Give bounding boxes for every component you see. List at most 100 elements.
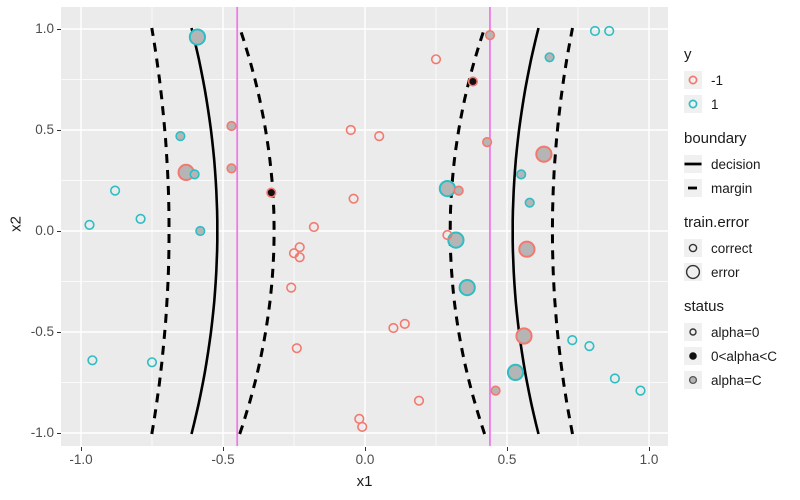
data-point — [430, 54, 442, 65]
legend-section-status: status alpha=0 0<alpha<C alpha=C — [684, 298, 777, 392]
data-point — [524, 197, 535, 208]
y-tick-mark — [57, 331, 61, 333]
margin-curve — [448, 27, 487, 435]
y-tick-mark — [57, 432, 61, 434]
data-point — [490, 385, 501, 396]
legend-key — [684, 263, 702, 281]
legend-label: alpha=0 — [711, 324, 760, 340]
ring-small-icon — [688, 243, 698, 253]
x-tick-mark — [506, 447, 508, 451]
data-point — [345, 124, 356, 136]
y-tick-mark — [57, 230, 61, 232]
y-tick-label: -0.5 — [30, 324, 54, 339]
y-tick-label: 0.0 — [35, 223, 54, 238]
data-point — [399, 318, 410, 330]
legend-item: alpha=C — [684, 368, 777, 392]
legend: y -1 1 boundary decision margin train.error cor… — [684, 46, 777, 392]
data-point — [294, 252, 305, 263]
legend-key — [684, 155, 702, 173]
legend-label: -1 — [711, 72, 724, 88]
data-point — [195, 225, 206, 237]
data-point — [467, 76, 479, 87]
legend-label: correct — [711, 240, 753, 256]
dot-open-icon — [689, 328, 697, 336]
x-tick-label: 1.0 — [639, 452, 659, 467]
y-tick-label: -1.0 — [30, 425, 54, 440]
legend-section-boundary: boundary decision margin — [684, 130, 777, 200]
margin-curve — [550, 27, 574, 435]
x-tick-label: 0.0 — [355, 452, 375, 467]
legend-label: decision — [711, 156, 761, 172]
x-tick-mark — [648, 447, 650, 451]
data-point — [609, 373, 621, 384]
data-point — [438, 180, 456, 198]
data-point — [308, 221, 319, 233]
decision-curve — [190, 27, 219, 435]
data-point — [291, 343, 302, 354]
line-solid-icon — [684, 162, 702, 166]
x-tick-label: -1.0 — [69, 452, 93, 467]
data-point — [515, 327, 533, 345]
data-point — [226, 163, 237, 174]
plot-canvas — [61, 7, 668, 446]
data-point — [109, 185, 121, 196]
y-tick-label: 1.0 — [35, 21, 54, 36]
legend-label: alpha=C — [711, 372, 762, 388]
x-tick-label: -0.5 — [211, 452, 235, 467]
legend-label: 0<alpha<C — [711, 348, 778, 364]
data-point — [482, 137, 493, 148]
data-point — [146, 357, 158, 368]
data-point — [357, 421, 368, 433]
data-point — [447, 231, 465, 249]
ring-teal-icon — [688, 99, 698, 109]
x-tick-label: 0.5 — [497, 452, 517, 467]
data-point — [348, 193, 359, 204]
data-point — [413, 395, 425, 406]
x-tick-mark — [222, 447, 224, 451]
dot-black-icon — [689, 352, 697, 360]
legend-key — [684, 323, 702, 341]
legend-title: y — [684, 46, 692, 63]
data-point — [84, 219, 95, 230]
legend-key — [684, 239, 702, 257]
data-point — [589, 25, 601, 37]
legend-item: error — [684, 260, 777, 284]
data-point — [535, 145, 553, 163]
legend-title: train.error — [684, 214, 750, 231]
y-tick-label: 0.5 — [35, 122, 54, 137]
y-tick-mark — [57, 129, 61, 131]
legend-key — [684, 71, 702, 89]
legend-label: error — [711, 264, 740, 280]
data-point — [453, 185, 464, 196]
legend-section-y: y -1 1 — [684, 46, 777, 116]
legend-item: margin — [684, 176, 777, 200]
plot-panel — [61, 7, 668, 446]
data-point — [635, 385, 646, 396]
data-point — [286, 282, 297, 293]
data-point — [388, 322, 399, 334]
legend-section-train.error: train.error correct error — [684, 214, 777, 284]
legend-key — [684, 179, 702, 197]
data-point — [516, 169, 527, 180]
data-point — [87, 355, 98, 366]
legend-item: -1 — [684, 68, 777, 92]
legend-key — [684, 347, 702, 365]
data-point — [189, 169, 200, 180]
line-dashed-icon — [688, 186, 697, 190]
y-tick-mark — [57, 28, 61, 30]
legend-item: alpha=0 — [684, 320, 777, 344]
data-point — [604, 25, 615, 37]
margin-curve — [238, 27, 276, 435]
legend-item: 0<alpha<C — [684, 344, 777, 368]
data-point — [266, 187, 277, 198]
margin-curve — [150, 27, 171, 435]
data-point — [175, 131, 186, 142]
data-point — [484, 29, 496, 41]
x-tick-mark — [80, 447, 82, 451]
data-point — [544, 52, 555, 63]
legend-title: status — [684, 298, 725, 315]
data-point — [374, 131, 385, 142]
x-axis-title: x1 — [356, 473, 373, 490]
legend-title: boundary — [684, 130, 747, 147]
